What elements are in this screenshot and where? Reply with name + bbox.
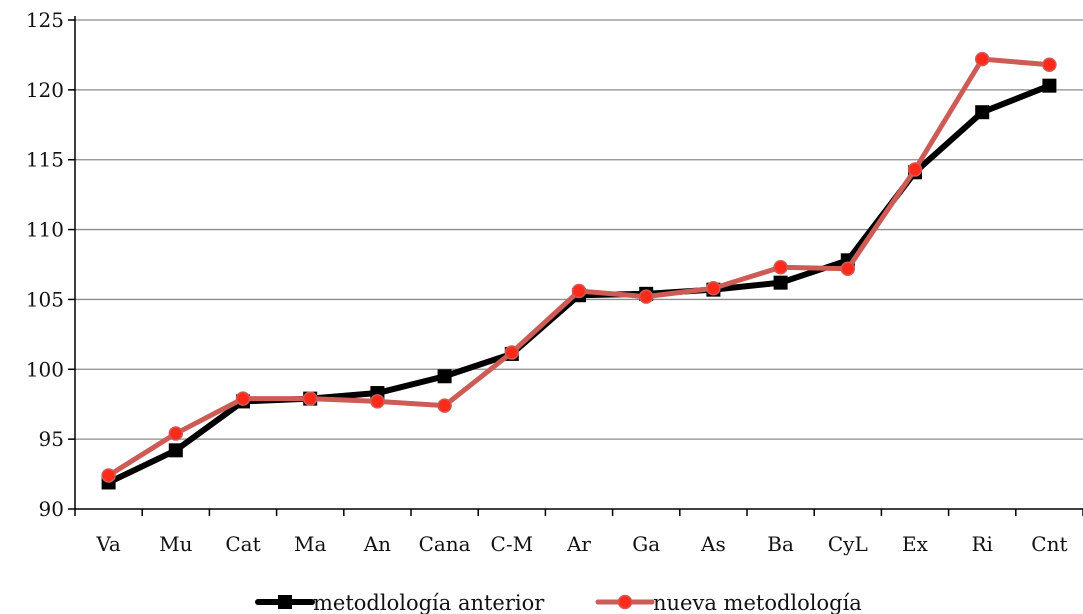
- series-1-point: [706, 281, 721, 296]
- x-tick-label: C-M: [491, 532, 534, 556]
- x-tick-label: Mu: [159, 532, 192, 556]
- series-group: [101, 51, 1057, 490]
- x-tick-label: Cat: [225, 532, 260, 556]
- series-0-point: [1042, 78, 1057, 93]
- series-0-point: [168, 443, 183, 458]
- y-axis-ticks: 90 95 100 105 110 115 120 125: [26, 8, 75, 521]
- y-tick-label: 110: [26, 218, 64, 242]
- y-tick-label: 115: [26, 148, 64, 172]
- x-tick-label: As: [700, 532, 726, 556]
- series-1-point: [638, 289, 654, 304]
- y-tick-label: 125: [26, 8, 64, 32]
- x-axis-ticks: Va Mu Cat Ma An Cana C-M Ar Ga As Ba CyL Ex Ri Cnt: [74, 509, 1083, 556]
- axes: [74, 16, 1083, 510]
- series-1-point: [840, 261, 856, 276]
- series-1-point: [974, 51, 990, 67]
- series-0-point: [437, 369, 452, 384]
- x-tick-label: Ex: [902, 532, 929, 556]
- series-line-1: [106, 56, 1052, 478]
- y-tick-label: 100: [26, 357, 64, 381]
- series-1-point: [1042, 57, 1057, 72]
- x-tick-label: Ri: [971, 532, 992, 556]
- series-1-point: [302, 391, 318, 406]
- series-1-point: [370, 394, 385, 409]
- series-0-point: [975, 105, 990, 120]
- series-1-point: [571, 283, 587, 299]
- series-1-point: [504, 345, 520, 360]
- series-0-point: [773, 275, 788, 290]
- x-tick-label: Ar: [566, 532, 591, 556]
- x-tick-label: Ga: [632, 532, 660, 556]
- x-tick-label: Ma: [294, 532, 326, 556]
- x-tick-label: CyL: [828, 532, 868, 556]
- legend-label-0: metodlología anterior: [313, 591, 545, 614]
- y-tick-label: 105: [26, 287, 64, 311]
- x-tick-label: Ba: [767, 532, 794, 556]
- series-1-point: [168, 426, 184, 441]
- series-1-point: [437, 398, 452, 413]
- x-tick-label: Cnt: [1031, 532, 1067, 556]
- series-1-point: [235, 391, 251, 406]
- series-1-point: [101, 468, 116, 483]
- series-1-point: [773, 260, 788, 275]
- y-tick-label: 90: [39, 497, 64, 521]
- x-tick-label: Va: [95, 532, 121, 556]
- grid-lines: [75, 19, 1083, 440]
- legend-marker-0: [278, 595, 292, 609]
- x-tick-label: Cana: [419, 532, 471, 556]
- y-tick-label: 95: [39, 427, 64, 451]
- x-tick-label: An: [363, 532, 391, 556]
- legend: metodlología anterior nueva metodlología: [255, 591, 862, 614]
- legend-label-1: nueva metodlología: [653, 591, 862, 614]
- y-tick-label: 120: [26, 78, 64, 102]
- series-1-point: [907, 162, 923, 177]
- legend-marker-1: [617, 594, 633, 610]
